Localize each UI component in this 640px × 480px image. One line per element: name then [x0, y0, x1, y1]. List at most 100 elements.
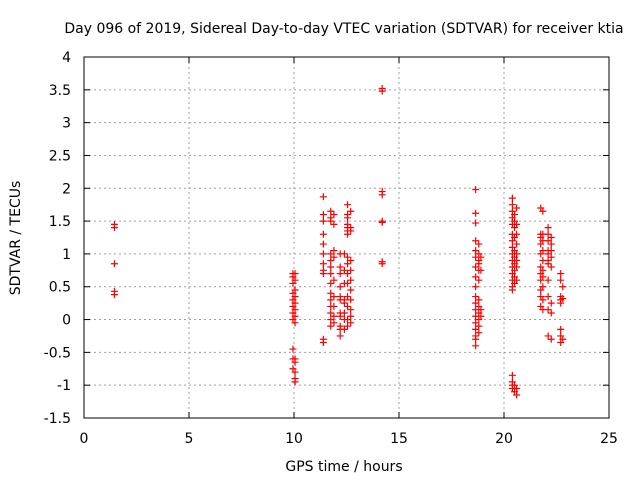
data-points: [110, 85, 567, 399]
data-point: [559, 283, 567, 291]
grid: [84, 57, 609, 418]
data-point: [472, 299, 480, 307]
data-point: [472, 325, 480, 333]
data-point: [472, 283, 480, 291]
data-point: [544, 293, 552, 301]
data-point: [291, 276, 299, 284]
data-point: [347, 296, 355, 304]
data-point: [472, 186, 480, 194]
data-point: [508, 371, 516, 379]
data-point: [513, 256, 521, 264]
data-point: [544, 237, 552, 245]
data-point: [547, 263, 555, 271]
data-point: [330, 276, 338, 284]
data-point: [347, 306, 355, 314]
x-tick-label: 25: [600, 431, 618, 447]
data-point: [327, 270, 335, 278]
chart-title: Day 096 of 2019, Sidereal Day-to-day VTE…: [64, 21, 623, 37]
data-point: [544, 276, 552, 284]
data-point: [330, 247, 338, 255]
x-axis-label: GPS time / hours: [285, 459, 402, 475]
data-point: [472, 319, 480, 327]
data-point: [344, 214, 352, 222]
data-point: [319, 193, 327, 201]
plot-frame: [83, 56, 610, 419]
x-tick-label: 5: [185, 431, 194, 447]
data-point: [559, 295, 567, 303]
data-point: [544, 260, 552, 268]
data-point: [547, 234, 555, 241]
data-point: [347, 312, 355, 320]
data-point: [344, 260, 352, 268]
data-point: [344, 201, 352, 209]
data-point: [291, 306, 299, 314]
data-point: [347, 256, 355, 264]
data-point: [544, 224, 552, 232]
data-point: [330, 319, 338, 327]
data-point: [319, 240, 327, 248]
data-point: [340, 250, 348, 258]
data-point: [327, 217, 335, 225]
data-point: [327, 256, 335, 264]
data-point: [472, 263, 480, 271]
data-point: [319, 230, 327, 238]
data-point: [477, 306, 485, 314]
data-point: [472, 293, 480, 301]
x-tick-label: 0: [80, 431, 89, 447]
data-point: [319, 260, 327, 268]
data-point: [319, 217, 327, 225]
data-point: [344, 230, 352, 238]
data-point: [477, 253, 485, 261]
data-point: [557, 325, 565, 333]
data-point: [327, 207, 335, 215]
data-point: [336, 263, 344, 271]
data-point: [344, 270, 352, 278]
data-point: [559, 335, 567, 343]
y-tick-label: 2: [62, 181, 71, 197]
y-tick-label: 1: [62, 247, 71, 263]
x-tick-label: 15: [390, 431, 408, 447]
data-point: [347, 227, 355, 235]
data-point: [330, 253, 338, 261]
data-point: [472, 219, 480, 227]
data-point: [289, 345, 297, 353]
data-point: [547, 247, 555, 255]
data-point: [291, 270, 299, 278]
y-tick-label: 4: [62, 50, 71, 66]
axis-ticks: 0 5 10 15 20 25 -1.5 -1 -0.5 0 0.5 1 1.5 2 2.5 3 3.5 4: [44, 50, 618, 447]
data-point: [547, 253, 555, 261]
data-point: [327, 309, 335, 317]
data-point: [336, 270, 344, 278]
y-tick-label: 0: [62, 313, 71, 329]
data-point: [330, 220, 338, 228]
data-point: [110, 260, 118, 268]
data-point: [291, 358, 299, 366]
data-point: [472, 247, 480, 255]
data-point: [110, 291, 118, 299]
data-point: [475, 240, 483, 248]
data-point: [291, 299, 299, 307]
data-point: [477, 312, 485, 320]
data-point: [336, 312, 344, 320]
data-point: [475, 276, 483, 284]
data-point: [344, 316, 352, 324]
y-tick-label: 3: [62, 116, 71, 132]
data-point: [477, 266, 485, 274]
data-point: [472, 342, 480, 350]
data-point: [547, 309, 555, 317]
data-point: [319, 339, 327, 347]
data-point: [513, 391, 521, 399]
data-point: [330, 302, 338, 310]
data-point: [475, 329, 483, 337]
data-point: [319, 211, 327, 219]
data-point: [378, 191, 386, 199]
data-point: [508, 286, 516, 294]
x-tick-label: 10: [285, 431, 303, 447]
data-point: [508, 194, 516, 202]
data-point: [110, 224, 118, 232]
data-point: [291, 378, 299, 386]
data-point: [513, 276, 521, 284]
data-point: [539, 266, 547, 274]
data-point: [472, 273, 480, 281]
